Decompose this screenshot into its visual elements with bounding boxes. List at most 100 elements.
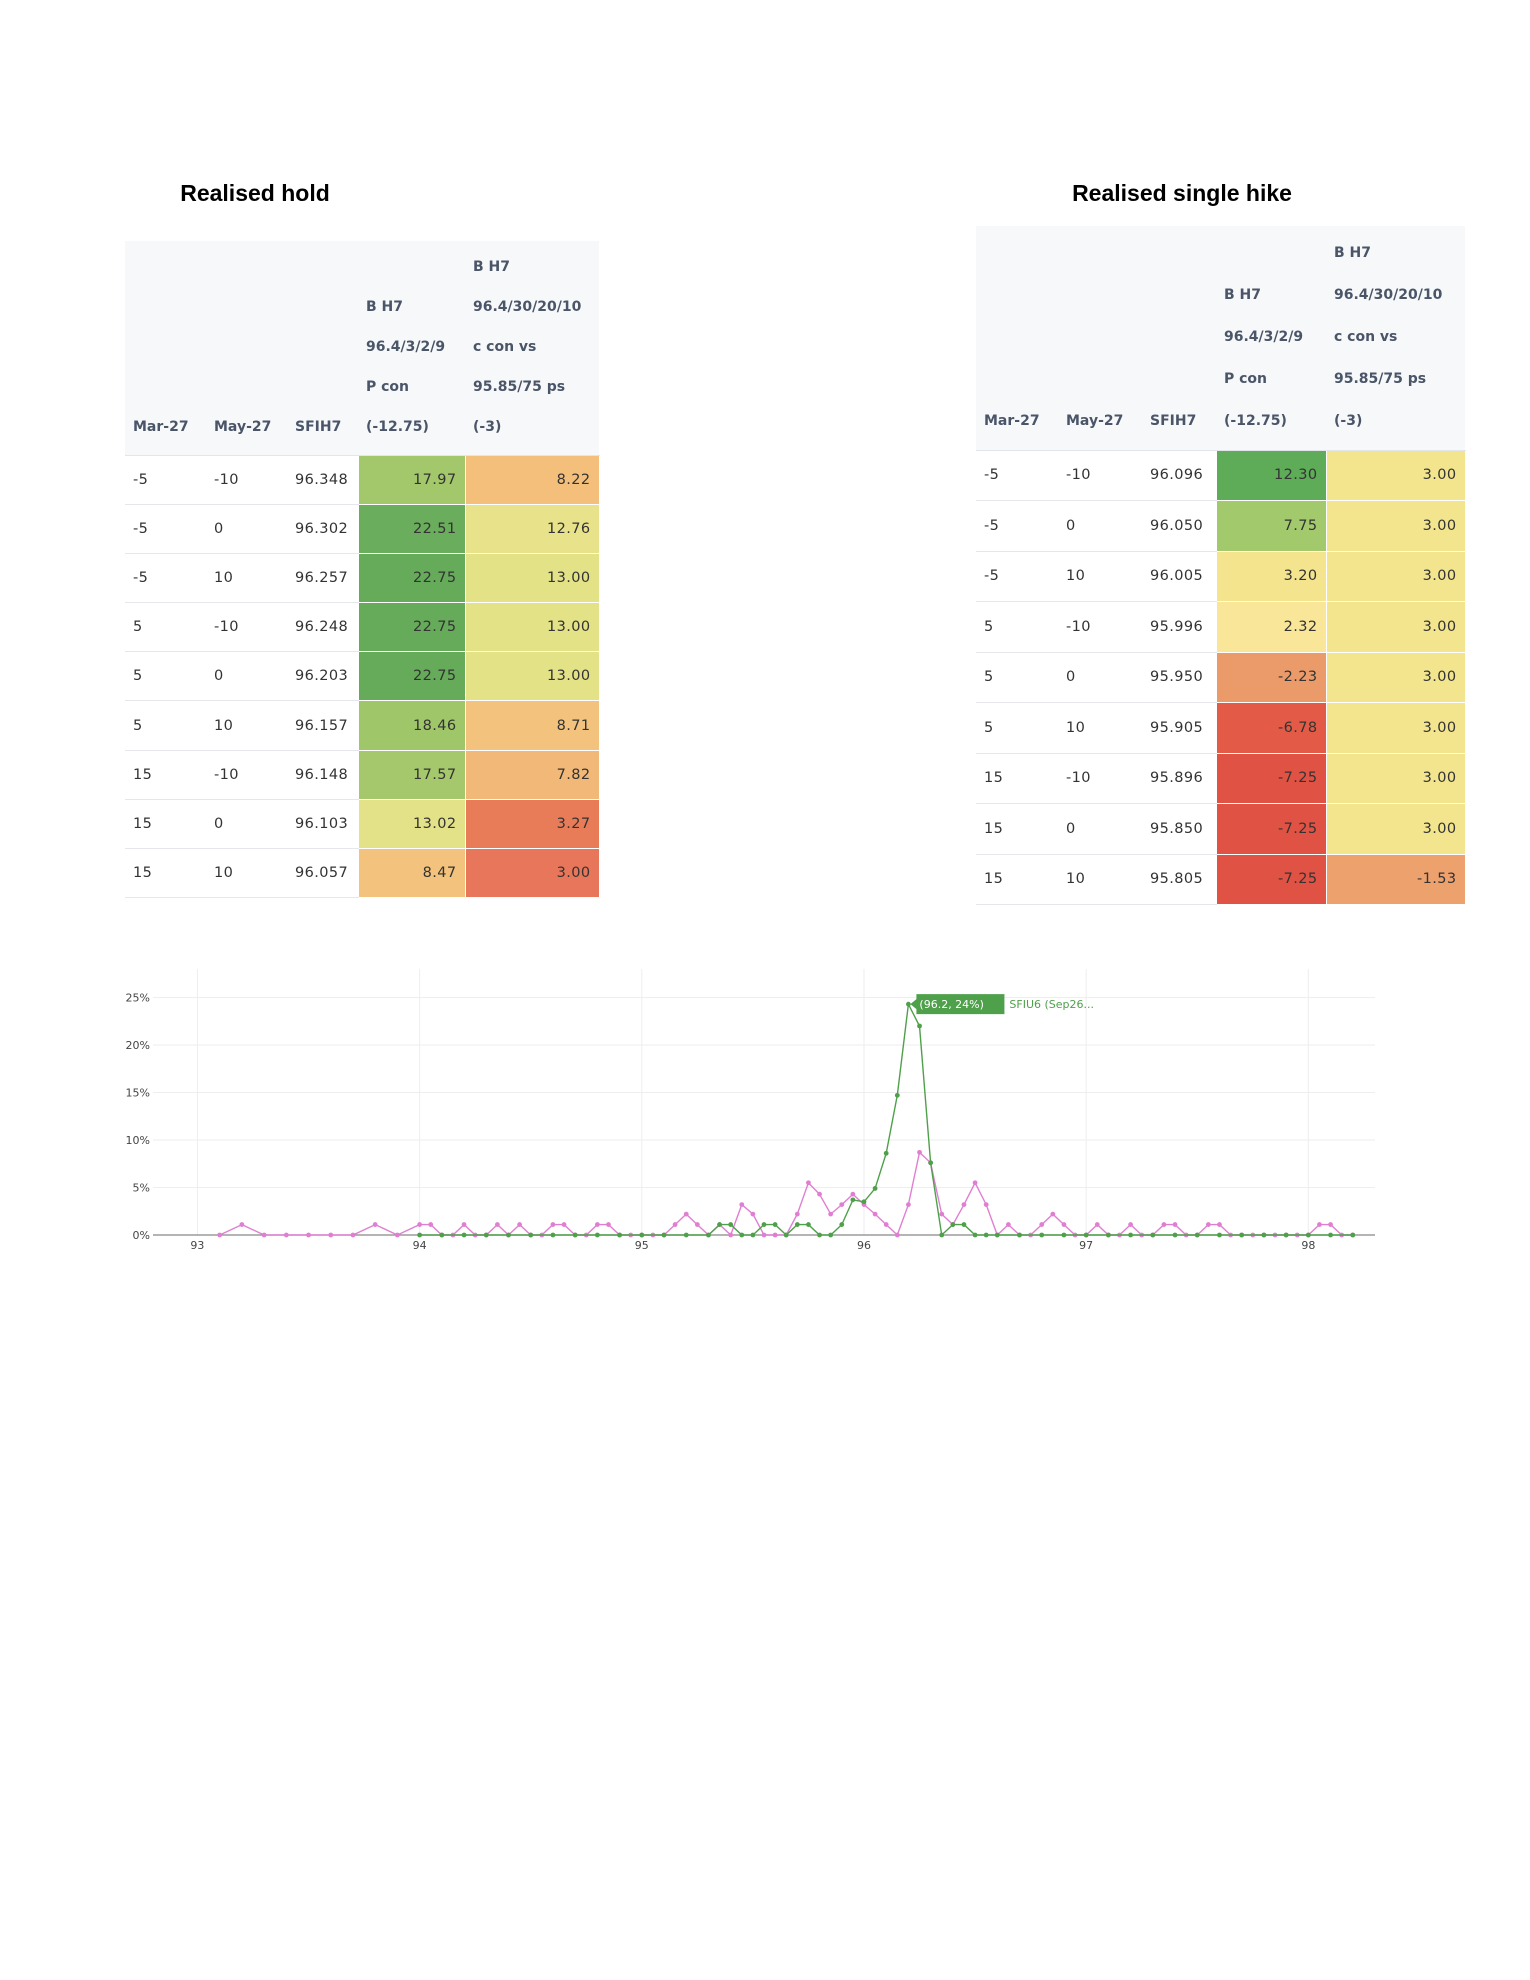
table-cell: 96.302 xyxy=(287,504,358,554)
data-point xyxy=(283,1232,289,1238)
data-point xyxy=(761,1222,767,1227)
table-cell: -10 xyxy=(206,455,287,505)
data-point xyxy=(528,1232,534,1238)
data-point xyxy=(1128,1232,1133,1238)
table-cell: 96.103 xyxy=(287,799,358,850)
data-point xyxy=(1006,1222,1011,1227)
table-cell: 96.050 xyxy=(1142,500,1216,552)
table-cell: 96.157 xyxy=(287,700,358,751)
table-cell: 5 xyxy=(125,651,206,702)
table-cell: 5 xyxy=(125,700,206,751)
table-cell: -5 xyxy=(125,504,206,554)
data-point xyxy=(428,1222,434,1227)
series-line xyxy=(219,1151,1353,1237)
data-point xyxy=(417,1232,423,1238)
data-point xyxy=(1061,1232,1067,1238)
data-point xyxy=(661,1232,667,1238)
data-point xyxy=(939,1232,945,1238)
data-point xyxy=(561,1222,567,1227)
column-header: Mar-27 xyxy=(125,241,206,456)
data-point xyxy=(917,1023,922,1029)
table-cell: 15 xyxy=(976,803,1058,855)
table-cell: 15 xyxy=(976,854,1058,905)
table-cell: 0 xyxy=(1058,803,1142,855)
data-point xyxy=(1105,1232,1111,1238)
column-header: Mar-27 xyxy=(976,226,1058,451)
data-point xyxy=(1161,1222,1167,1227)
table-cell: -6.78 xyxy=(1215,702,1327,754)
data-point xyxy=(639,1232,645,1238)
table-cell: 3.00 xyxy=(1325,449,1466,501)
table-cell: 22.75 xyxy=(357,651,466,702)
table-cell: 15 xyxy=(976,753,1058,804)
table-cell: 10 xyxy=(206,700,287,751)
data-point xyxy=(872,1211,878,1217)
table-cell: 95.896 xyxy=(1142,753,1216,804)
table-cell: 3.00 xyxy=(1325,651,1466,703)
table-cell: 18.46 xyxy=(357,700,466,751)
data-point xyxy=(894,1092,900,1098)
data-point xyxy=(872,1186,878,1191)
table-cell: 3.00 xyxy=(1325,702,1466,754)
data-table: Mar-27 May-27 SFIH7 B H7 96.4/3/2/9 P con (… xyxy=(976,226,1466,905)
data-point xyxy=(794,1222,800,1227)
table-cell: 13.00 xyxy=(464,651,600,702)
data-point xyxy=(494,1222,500,1227)
table-cell: 3.20 xyxy=(1215,550,1327,602)
table-cell: 96.203 xyxy=(287,651,358,702)
data-point xyxy=(439,1232,445,1238)
column-header: SFIH7 xyxy=(287,241,358,456)
data-point xyxy=(983,1232,989,1238)
column-header: SFIH7 xyxy=(1142,226,1216,451)
data-point xyxy=(1017,1232,1022,1238)
table-cell: 96.257 xyxy=(287,553,358,604)
data-table: Mar-27 May-27 SFIH7 B H7 96.4/3/2/9 P con (… xyxy=(125,241,600,899)
data-point xyxy=(1050,1211,1056,1217)
table-cell: 12.76 xyxy=(464,503,600,554)
table-cell: 15 xyxy=(125,750,206,800)
data-point xyxy=(1172,1222,1178,1227)
data-point xyxy=(850,1191,856,1197)
table-row: -5 0 96.050 7.75 3.00 xyxy=(976,500,1466,552)
data-point xyxy=(1194,1232,1200,1238)
table-cell: 8.71 xyxy=(464,700,600,751)
data-point xyxy=(783,1232,789,1238)
data-point xyxy=(1172,1232,1178,1238)
tooltip-series-name: SFIU6 (Sep26... xyxy=(1009,998,1094,1011)
table-row: 15 0 95.850 -7.25 3.00 xyxy=(976,803,1466,855)
x-tick-label: 98 xyxy=(1301,1239,1315,1252)
data-point xyxy=(839,1222,845,1227)
table-row: 5 0 95.950 -2.23 3.00 xyxy=(976,651,1466,703)
table-cell: 17.97 xyxy=(357,454,466,505)
table-row: 15 -10 96.148 17.57 7.82 xyxy=(125,749,600,800)
table-cell: 96.057 xyxy=(287,848,358,899)
table-cell: 10 xyxy=(206,553,287,604)
data-point xyxy=(1094,1222,1100,1227)
data-point xyxy=(817,1232,822,1238)
table-cell: -5 xyxy=(976,500,1058,552)
table-cell: 5 xyxy=(976,601,1058,653)
x-tick-label: 93 xyxy=(190,1239,204,1252)
table-cell: 0 xyxy=(1058,500,1142,552)
data-point xyxy=(483,1232,489,1238)
table-title: Realised single hike xyxy=(1072,180,1292,206)
table-cell: 96.248 xyxy=(287,602,358,653)
x-tick-label: 96 xyxy=(857,1239,871,1252)
y-tick-label: 10% xyxy=(126,1134,150,1147)
data-point xyxy=(750,1232,756,1238)
table-cell: -5 xyxy=(125,455,206,505)
data-point xyxy=(1205,1222,1211,1227)
table-cell: 2.32 xyxy=(1215,601,1327,653)
table-row: 5 10 95.905 -6.78 3.00 xyxy=(976,702,1466,754)
data-point xyxy=(817,1191,822,1197)
data-point xyxy=(761,1232,767,1238)
tooltip-box xyxy=(910,994,1005,1015)
data-point xyxy=(750,1211,756,1217)
data-point xyxy=(594,1222,600,1227)
data-point xyxy=(1083,1232,1089,1238)
data-point xyxy=(772,1232,778,1238)
data-point xyxy=(417,1222,423,1227)
data-point xyxy=(1150,1232,1156,1238)
data-point xyxy=(906,1001,911,1007)
